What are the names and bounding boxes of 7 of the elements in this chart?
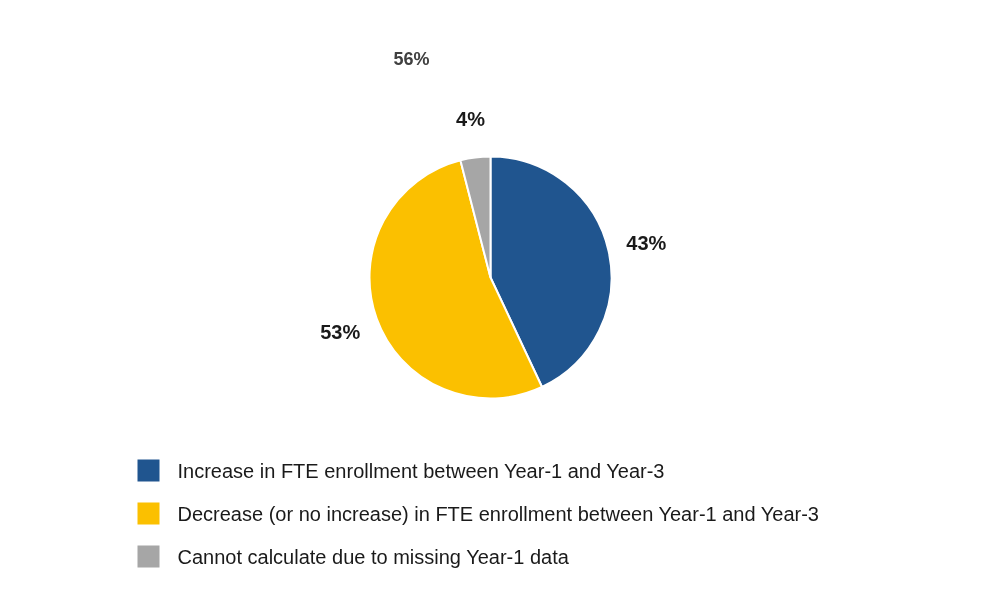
data-label: 53% [320, 320, 361, 343]
legend-label: Cannot calculate due to missing Year-1 data [177, 545, 570, 568]
legend-label: Decrease (or no increase) in FTE enrollment between Year-1 and Year-3 [177, 502, 819, 525]
legend-label: Increase in FTE enrollment between Year-1 and Year-3 [177, 459, 665, 482]
data-label: 43% [626, 231, 667, 254]
data-label: 4% [456, 108, 486, 131]
text: 56% [393, 48, 430, 69]
